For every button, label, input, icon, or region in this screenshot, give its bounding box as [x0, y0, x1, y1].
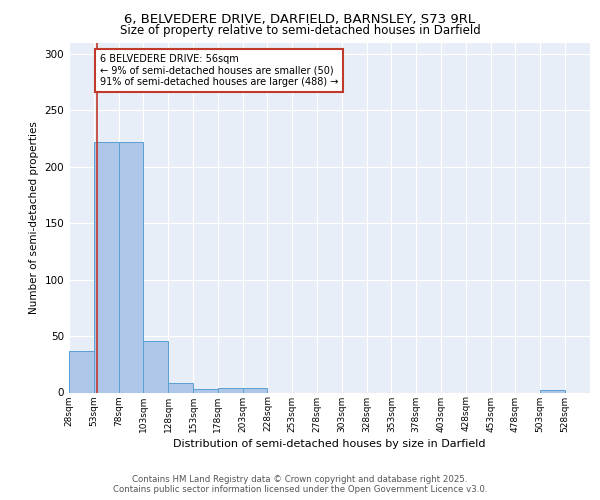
Text: Contains HM Land Registry data © Crown copyright and database right 2025.
Contai: Contains HM Land Registry data © Crown c…: [113, 474, 487, 494]
Bar: [94, 142, 119, 393]
Text: Size of property relative to semi-detached houses in Darfield: Size of property relative to semi-detach…: [119, 24, 481, 37]
Bar: [540, 390, 565, 392]
Text: 6 BELVEDERE DRIVE: 56sqm
← 9% of semi-detached houses are smaller (50)
91% of se: 6 BELVEDERE DRIVE: 56sqm ← 9% of semi-de…: [100, 54, 338, 87]
X-axis label: Distribution of semi-detached houses by size in Darfield: Distribution of semi-detached houses by …: [173, 438, 485, 448]
Bar: [143, 340, 168, 392]
Bar: [168, 384, 193, 392]
Y-axis label: Number of semi-detached properties: Number of semi-detached properties: [29, 121, 39, 314]
Bar: [69, 350, 94, 393]
Bar: [119, 142, 143, 393]
Bar: [193, 389, 218, 392]
Bar: [218, 388, 242, 392]
Text: 6, BELVEDERE DRIVE, DARFIELD, BARNSLEY, S73 9RL: 6, BELVEDERE DRIVE, DARFIELD, BARNSLEY, …: [124, 12, 476, 26]
Bar: [242, 388, 268, 392]
